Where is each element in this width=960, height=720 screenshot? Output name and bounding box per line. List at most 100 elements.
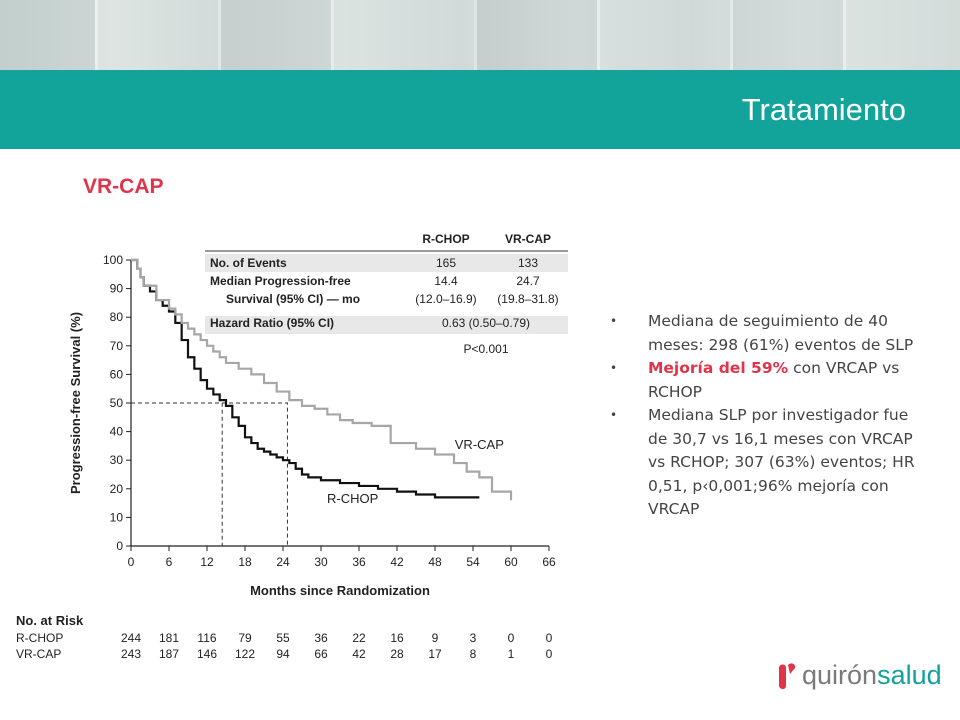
at-risk-title: No. at Risk [16, 613, 84, 628]
at-risk-cell: 3 [470, 631, 477, 645]
bullet-dot-icon: • [610, 408, 618, 422]
stats-cell: (12.0–16.9) [415, 292, 476, 306]
at-risk-cell: 244 [121, 631, 141, 645]
y-tick-label: 60 [110, 367, 124, 381]
stats-row-shading [205, 254, 568, 272]
header-photo [846, 0, 960, 70]
stats-cell: 165 [436, 256, 456, 270]
y-tick-label: 100 [103, 253, 123, 267]
at-risk-cell: 36 [314, 631, 328, 645]
stats-row-label: Hazard Ratio (95% CI) [210, 316, 334, 330]
curve-label: VR-CAP [455, 437, 504, 452]
header-photo [221, 0, 334, 70]
at-risk-cell: 122 [235, 647, 255, 661]
pfs-kaplan-meier-chart: R-CHOP VR-CAP No. of Events 165 133 Median Pr… [16, 232, 568, 661]
bullet-dot-icon: • [610, 361, 618, 375]
stats-cell: (19.8–31.8) [497, 292, 558, 306]
bullet-dot-icon: • [610, 314, 618, 328]
stats-row-label: Survival (95% CI) — mo [226, 292, 360, 306]
bullet-item: • Mediana SLP por investigador fue de 30… [608, 404, 928, 522]
at-risk-cell: 22 [352, 631, 366, 645]
header-photo [0, 0, 98, 70]
at-risk-cell: 55 [276, 631, 290, 645]
stats-cell: 14.4 [434, 274, 458, 288]
x-tick-label: 60 [504, 555, 518, 569]
at-risk-cell: 8 [470, 647, 477, 661]
title-banner: Tratamiento [0, 70, 960, 149]
header-photo [733, 0, 846, 70]
y-axis-label: Progression-free Survival (%) [68, 312, 83, 494]
logo-text-quiron: quirón [802, 660, 878, 690]
x-tick-label: 36 [352, 555, 366, 569]
at-risk-cell: 16 [390, 631, 404, 645]
header-photo [334, 0, 477, 70]
bullet-highlight: Mejoría del 59% [648, 359, 789, 377]
at-risk-cell: 146 [197, 647, 217, 661]
stats-row-shading [205, 316, 568, 334]
bullet-text: Mediana SLP por investigador fue de 30,7… [648, 406, 915, 518]
at-risk-cell: 79 [238, 631, 252, 645]
median-guide-line [131, 402, 288, 546]
stats-p-value: P<0.001 [463, 342, 508, 356]
at-risk-cell: 1 [508, 647, 515, 661]
x-tick-label: 0 [128, 555, 135, 569]
series-line-r-chop [131, 258, 480, 499]
stats-header: VR-CAP [505, 232, 551, 246]
at-risk-row-label: VR-CAP [16, 647, 61, 661]
y-tick-label: 50 [110, 396, 124, 410]
x-axis-label: Months since Randomization [250, 583, 430, 598]
bullet-text: con VRCAP vs RCHOP [648, 359, 900, 401]
stats-row-label: Median Progression-free [210, 274, 351, 288]
y-tick-label: 0 [116, 539, 123, 553]
median-guide-line [131, 402, 223, 546]
at-risk-cell: 17 [428, 647, 442, 661]
x-tick-label: 54 [466, 555, 480, 569]
x-tick-label: 12 [200, 555, 214, 569]
at-risk-row-label: R-CHOP [16, 631, 63, 645]
at-risk-cell: 116 [197, 631, 216, 645]
at-risk-cell: 94 [276, 647, 290, 661]
bullet-item: • Mediana de seguimiento de 40 meses: 29… [608, 310, 928, 357]
x-tick-label: 66 [542, 555, 556, 569]
at-risk-cell: 0 [508, 631, 515, 645]
slide-title: Tratamiento [741, 92, 906, 127]
at-risk-cell: 0 [546, 631, 553, 645]
at-risk-cell: 28 [390, 647, 404, 661]
y-tick-label: 80 [110, 310, 124, 324]
header-photo [477, 0, 600, 70]
stats-cell: 24.7 [516, 274, 540, 288]
section-title: VR-CAP [83, 175, 164, 198]
logo-text: quirónsalud [802, 660, 942, 691]
quironsalud-logo: quirónsalud [776, 656, 946, 696]
stats-cell: 0.63 (0.50–0.79) [442, 316, 530, 330]
x-tick-label: 6 [166, 555, 173, 569]
stats-cell: 133 [518, 256, 538, 270]
y-tick-label: 10 [110, 510, 124, 524]
y-tick-label: 90 [110, 282, 124, 296]
logo-mark-icon [779, 663, 796, 689]
curve-label: R-CHOP [327, 491, 378, 506]
header-photo [600, 0, 733, 70]
at-risk-cell: 181 [159, 631, 179, 645]
x-tick-label: 18 [238, 555, 252, 569]
at-risk-cell: 0 [546, 647, 553, 661]
bullet-text: Mediana de seguimiento de 40 meses: 298 … [648, 312, 914, 354]
y-tick-label: 20 [110, 482, 124, 496]
bullet-item: • Mejoría del 59% con VRCAP vs RCHOP [608, 357, 928, 404]
stats-row-label: No. of Events [210, 256, 287, 270]
at-risk-cell: 243 [121, 647, 141, 661]
at-risk-cell: 66 [314, 647, 328, 661]
bullet-list: • Mediana de seguimiento de 40 meses: 29… [608, 310, 928, 522]
at-risk-cell: 42 [352, 647, 366, 661]
logo-text-salud: salud [877, 660, 942, 690]
photo-header-strip [0, 0, 960, 70]
y-tick-label: 70 [110, 339, 124, 353]
y-tick-label: 40 [110, 425, 124, 439]
at-risk-cell: 187 [159, 647, 179, 661]
at-risk-cell: 9 [432, 631, 439, 645]
x-tick-label: 42 [390, 555, 404, 569]
x-tick-label: 48 [428, 555, 442, 569]
x-tick-label: 24 [276, 555, 290, 569]
stats-header: R-CHOP [422, 232, 469, 246]
header-photo [98, 0, 221, 70]
